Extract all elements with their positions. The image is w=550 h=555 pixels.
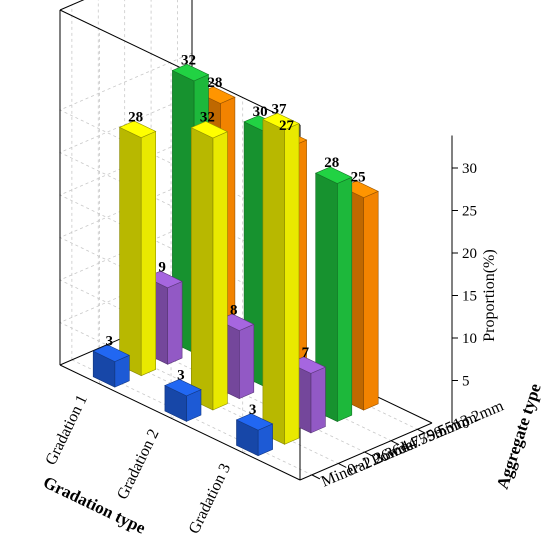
bar-1-0 — [164, 378, 202, 422]
bar-face-front — [212, 131, 228, 411]
z-tick-label: 0 — [462, 416, 470, 432]
bar-1-1 — [190, 121, 229, 411]
bar-face-top — [235, 413, 274, 431]
aggregate-tick — [338, 463, 347, 468]
bar-face-front — [167, 281, 183, 365]
bar-face-front — [140, 130, 156, 377]
z-tick-label: 25 — [462, 204, 477, 220]
aggregate-tick-label: 9.5~13.2mm — [424, 397, 506, 445]
bar-value-label: 37 — [271, 102, 287, 118]
aggregate-tick — [417, 428, 426, 434]
bar-face-front — [363, 190, 379, 411]
bar-face-top — [190, 121, 229, 139]
bar-0-1 — [118, 120, 157, 377]
bar-face-top — [164, 378, 202, 397]
aggregate-tick — [311, 474, 321, 480]
z-tick-label: 5 — [462, 374, 470, 390]
bar-value-label: 28 — [207, 75, 222, 91]
bar-value-label: 27 — [279, 118, 295, 134]
bar-value-label: 3 — [106, 333, 114, 349]
bar-value-label: 3 — [249, 402, 257, 418]
z-tick-label: 20 — [462, 246, 477, 262]
bar-2-0 — [235, 413, 274, 457]
bar-face-top — [262, 112, 300, 131]
bar-face-side — [191, 127, 214, 411]
bar-value-label: 9 — [158, 259, 166, 275]
aggregate-tick — [390, 440, 400, 446]
bar-value-label: 7 — [302, 345, 310, 361]
bar-face-front — [284, 123, 300, 445]
bar-2-1 — [262, 112, 300, 445]
y-axis-label: Aggregate type — [493, 381, 545, 492]
bar-face-top — [92, 344, 131, 362]
bar-face-front — [310, 366, 326, 434]
bar-value-label: 32 — [200, 110, 215, 126]
chart-bars — [92, 63, 379, 457]
bar-value-label: 32 — [181, 53, 196, 69]
z-tick-label: 15 — [462, 289, 477, 305]
z-tick-label: 10 — [462, 331, 477, 347]
z-axis-label: Proportion(%) — [481, 249, 498, 341]
axis-frame-edge — [299, 422, 433, 481]
gradation-tick-label: Gradation 1 — [42, 392, 91, 468]
bar-value-label: 8 — [230, 302, 238, 318]
bar-face-front — [239, 323, 255, 400]
bar-face-side — [119, 126, 142, 377]
bar-value-label: 3 — [177, 368, 185, 384]
bar-2-3 — [314, 166, 353, 422]
axis-frame-edge — [59, 0, 85, 11]
bar-face-top — [314, 166, 353, 184]
gradation-tick-label: Gradation 2 — [114, 427, 163, 503]
bar-face-front — [336, 176, 353, 422]
axis-frame-edge — [59, 364, 301, 481]
bar-value-label: 28 — [128, 109, 143, 125]
z-tick-label: 30 — [462, 161, 477, 177]
gradation-tick-label: Gradation 3 — [186, 461, 235, 537]
aggregate-tick — [364, 451, 373, 457]
bar-face-side — [262, 119, 285, 445]
bar-value-label: 30 — [253, 104, 268, 120]
bar-face-top — [171, 63, 210, 82]
bar-value-label: 28 — [324, 155, 339, 171]
bar-face-top — [118, 120, 157, 139]
bar-0-0 — [92, 344, 131, 388]
bar-value-label: 25 — [351, 169, 366, 185]
